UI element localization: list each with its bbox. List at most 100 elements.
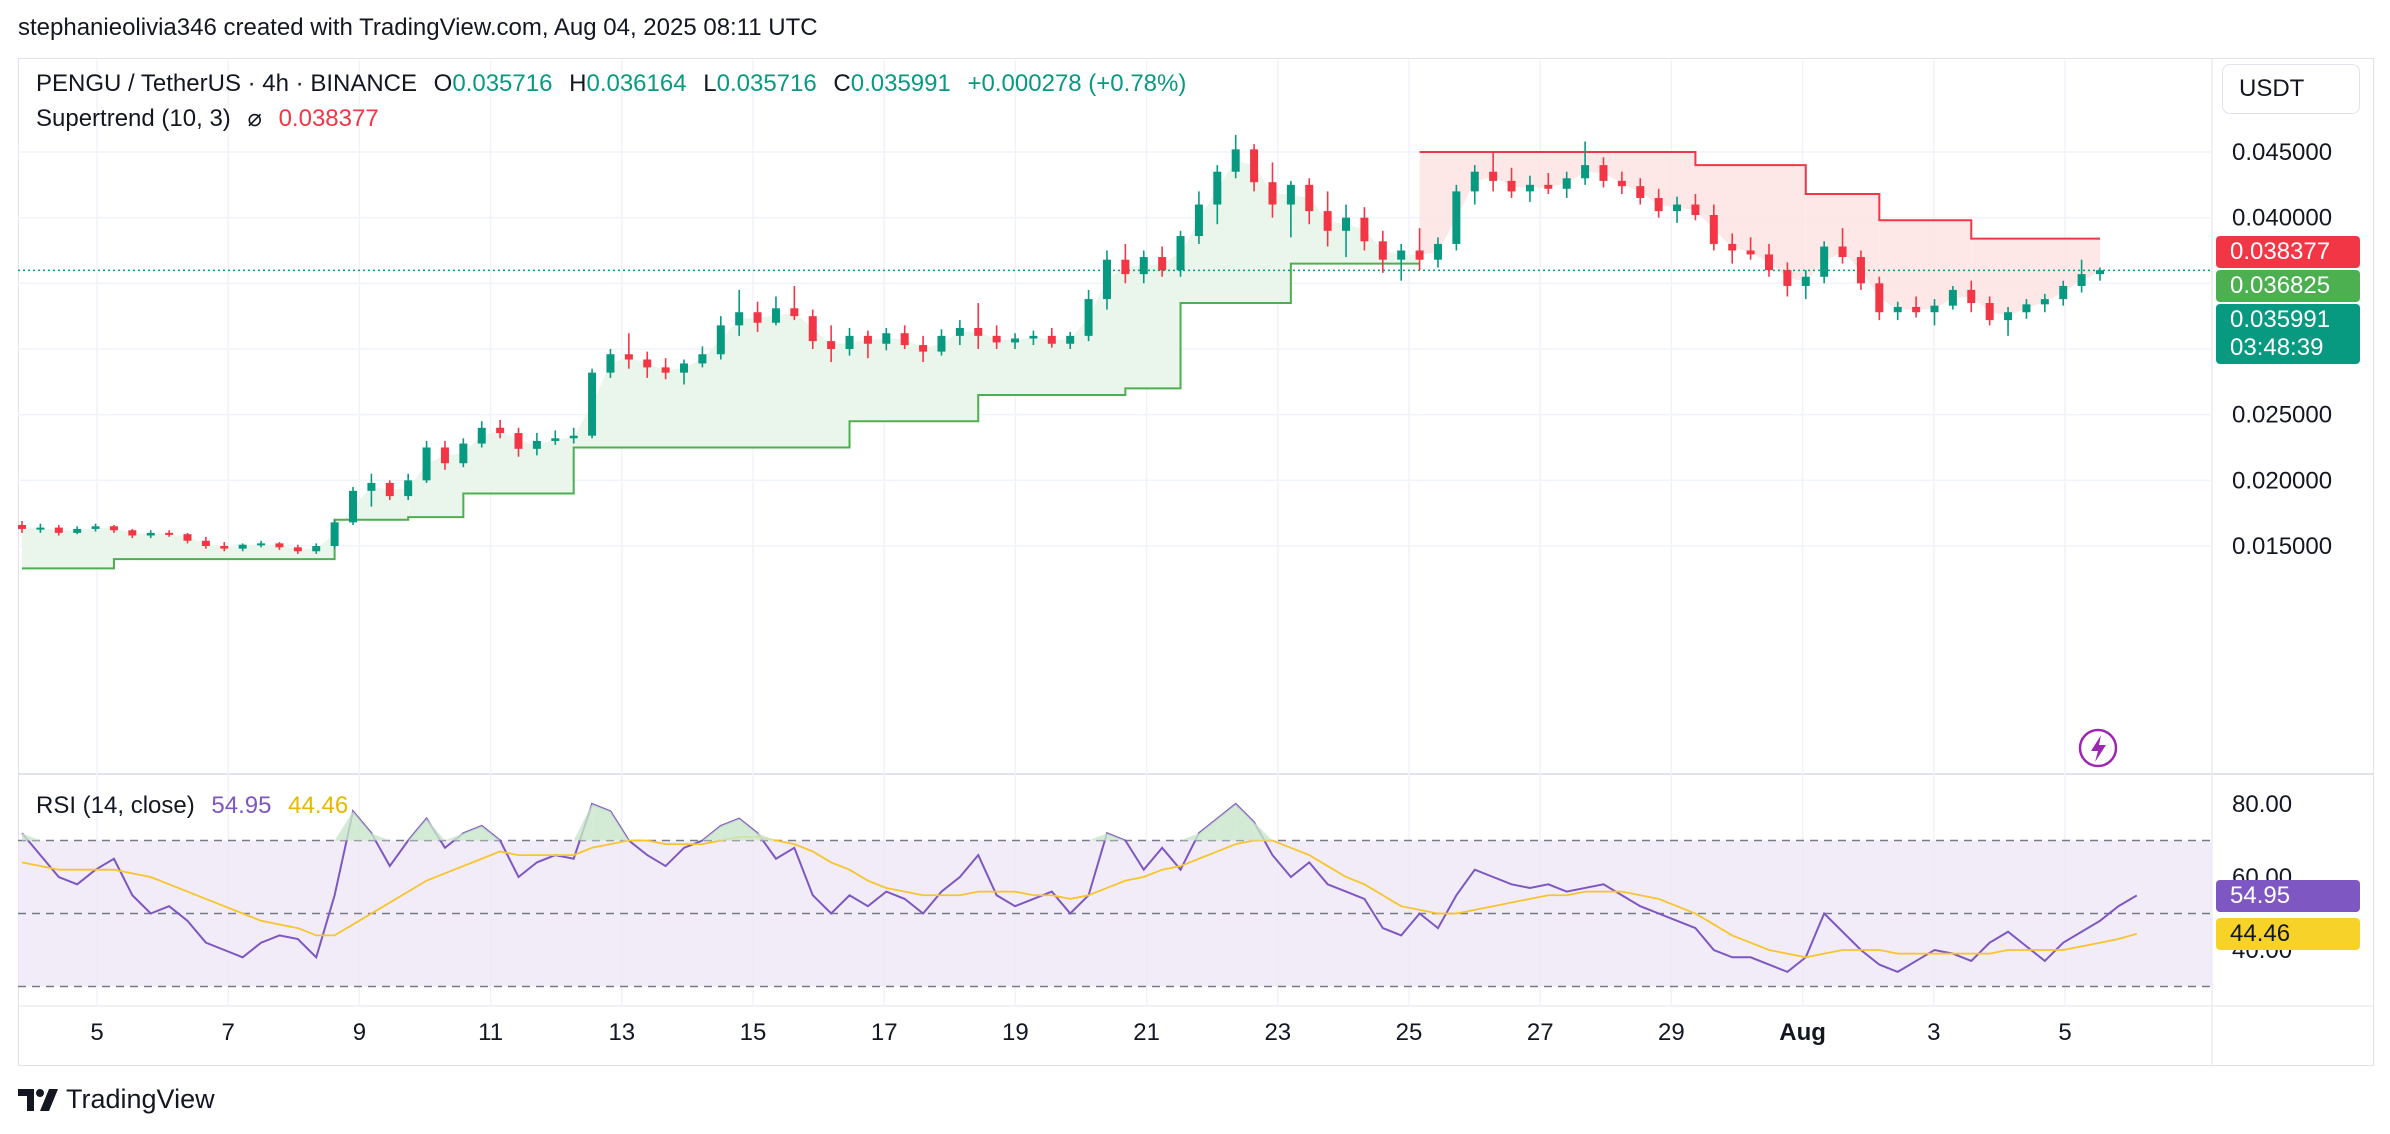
candle: [2059, 280, 2068, 306]
candle-body: [477, 427, 486, 444]
candle-body: [955, 327, 964, 336]
candle: [937, 329, 946, 356]
candle: [514, 427, 523, 457]
candle-body: [790, 308, 799, 317]
supertrend-up-fill: [1290, 194, 1420, 264]
candle: [293, 544, 302, 554]
candle-body: [606, 354, 615, 373]
rsi-tick-label: 80.00: [2232, 791, 2292, 818]
candle: [1011, 333, 1020, 349]
rsi-overbought-fill: [463, 825, 482, 841]
candle: [349, 486, 358, 525]
candle: [643, 351, 652, 378]
supertrend-up-fill: [849, 331, 979, 422]
candle-body: [1047, 335, 1056, 344]
candle: [2022, 299, 2031, 319]
candle: [1728, 233, 1737, 264]
change-value: +0.000278 (+0.78%): [967, 70, 1187, 97]
candle-body: [1305, 184, 1314, 212]
candle-body: [808, 316, 817, 342]
candle-body: [1599, 165, 1608, 181]
time-tick-label: 5: [2058, 1019, 2071, 1046]
supertrend-up-fill: [1125, 253, 1181, 389]
candle: [882, 327, 891, 351]
chart-frame: [18, 58, 2374, 1066]
candle: [367, 473, 376, 507]
time-tick-label: 3: [1927, 1019, 1940, 1046]
candle-body: [863, 335, 872, 344]
symbol-name[interactable]: PENGU / TetherUS · 4h · BINANCE: [36, 70, 417, 97]
candle: [1783, 262, 1792, 297]
chart-attribution: stephanieolivia346 created with TradingV…: [18, 14, 818, 41]
candle: [2004, 306, 2013, 336]
candle: [1250, 144, 1259, 192]
candle-body: [1581, 165, 1590, 179]
candle: [1158, 246, 1167, 277]
candle-body: [293, 547, 302, 552]
rsi-overbought-fill: [1254, 822, 1273, 841]
candle: [1930, 299, 1939, 326]
time-tick-label: 19: [1002, 1019, 1029, 1046]
candle: [146, 530, 155, 539]
rsi-value-tag: 54.95: [2216, 880, 2360, 912]
supertrend-down-fill: [1879, 220, 1972, 310]
candle-body: [1231, 149, 1240, 172]
candle: [919, 335, 928, 363]
rsi-overbought-fill: [1088, 833, 1107, 841]
price-tick-label: 0.020000: [2232, 467, 2332, 494]
candle: [1323, 191, 1332, 247]
candle: [1673, 196, 1682, 223]
candle: [1562, 171, 1571, 198]
candle: [1452, 184, 1461, 251]
candle-body: [73, 528, 82, 533]
candle-body: [551, 438, 560, 441]
tradingview-logo[interactable]: TradingView: [18, 1084, 215, 1115]
rsi-overbought-fill: [408, 818, 427, 841]
candle-body: [459, 443, 468, 464]
candle: [1525, 175, 1534, 202]
candle-body: [201, 540, 210, 546]
candle-body: [440, 447, 449, 464]
candle-body: [1268, 182, 1277, 205]
lightning-icon[interactable]: [2078, 728, 2118, 768]
supertrend-label[interactable]: Supertrend (10, 3): [36, 105, 231, 132]
candle-body: [496, 427, 505, 434]
candle-body: [1764, 254, 1773, 271]
candle: [496, 419, 505, 439]
candle: [1305, 178, 1314, 225]
candle: [91, 523, 100, 532]
candle-body: [1691, 204, 1700, 216]
candle-body: [919, 345, 928, 352]
candle: [183, 532, 192, 544]
candle: [1838, 228, 1847, 264]
candle-body: [1139, 257, 1148, 275]
rsi-overbought-fill: [1235, 804, 1255, 841]
supertrend-up-fill: [22, 526, 114, 569]
high-value: 0.036164: [586, 70, 687, 97]
candle: [1194, 191, 1203, 244]
candle: [54, 524, 63, 536]
candle: [404, 473, 413, 501]
last-price-value: 0.035991: [2230, 306, 2331, 333]
candle: [1507, 167, 1516, 198]
candle: [1378, 230, 1387, 273]
candle: [1617, 171, 1626, 195]
rsi-overbought-fill: [481, 825, 501, 841]
candle: [1967, 280, 1976, 313]
time-tick-label: 15: [740, 1019, 767, 1046]
candle-body: [1544, 184, 1553, 189]
candle-body: [18, 524, 26, 529]
rsi-legend: RSI (14, close) 54.95 44.46: [36, 792, 348, 820]
bar-countdown: 03:48:39: [2230, 334, 2324, 361]
time-tick-label: 21: [1133, 1019, 1160, 1046]
candle: [422, 440, 431, 483]
candle-body: [569, 435, 578, 439]
rsi-label[interactable]: RSI (14, close): [36, 792, 195, 819]
candle: [1544, 173, 1553, 195]
candle: [1213, 165, 1222, 225]
rsi-overbought-fill: [592, 804, 611, 841]
currency-selector[interactable]: USDT: [2222, 64, 2360, 114]
price-tick-label: 0.040000: [2232, 205, 2332, 232]
rsi-overbought-fill: [720, 818, 740, 841]
